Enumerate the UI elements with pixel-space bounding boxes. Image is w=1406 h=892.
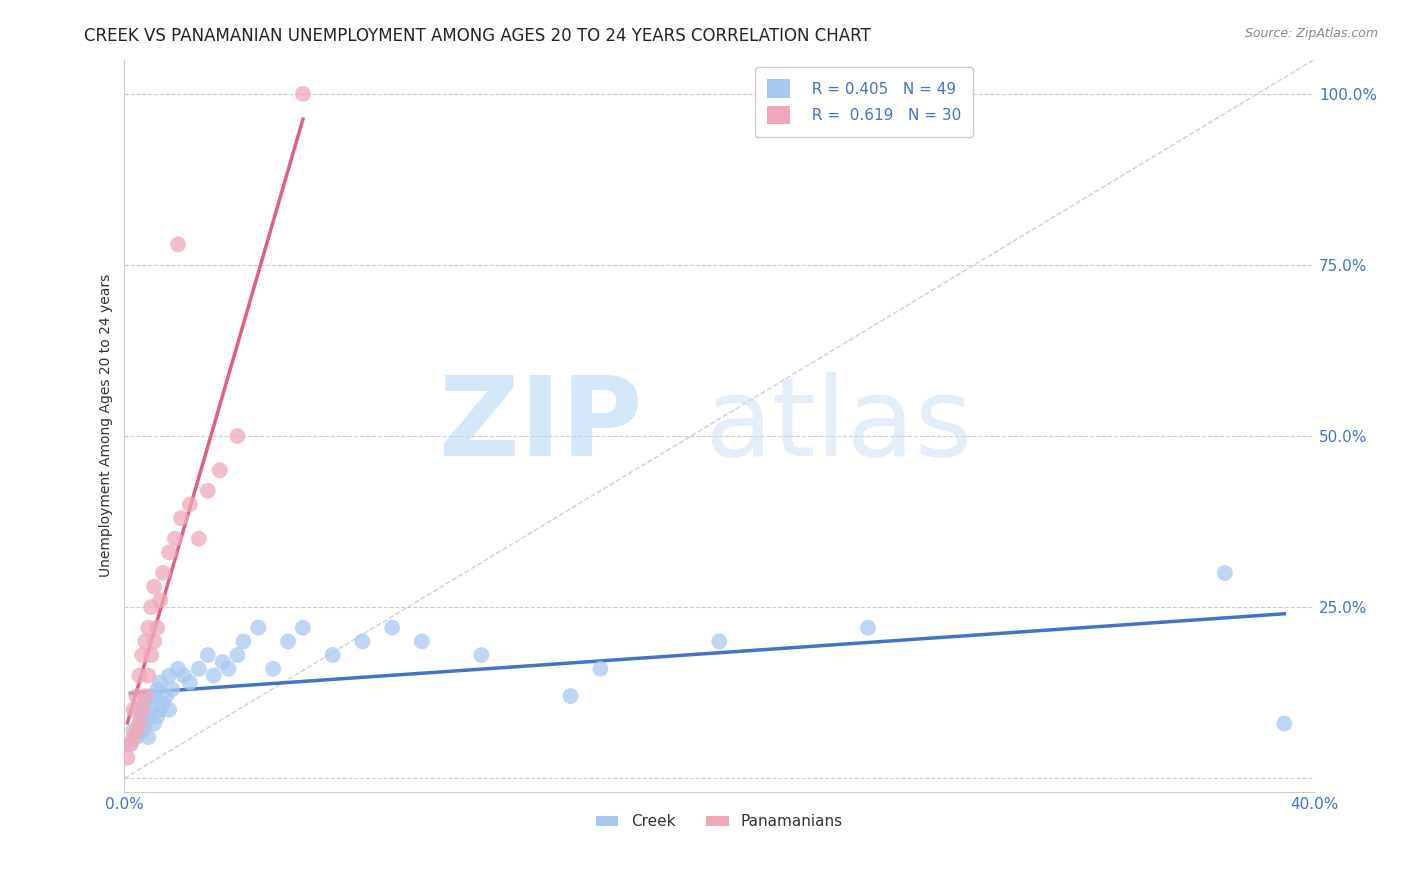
Point: [247, 621, 270, 635]
Point: [218, 662, 240, 676]
Point: [411, 634, 433, 648]
Point: [128, 668, 150, 682]
Point: [134, 634, 156, 648]
Point: [262, 662, 284, 676]
Point: [381, 621, 404, 635]
Point: [143, 716, 166, 731]
Point: [232, 634, 254, 648]
Point: [1213, 566, 1236, 580]
Point: [146, 621, 169, 635]
Point: [187, 532, 209, 546]
Point: [146, 682, 169, 697]
Point: [856, 621, 879, 635]
Point: [146, 709, 169, 723]
Point: [136, 621, 159, 635]
Point: [277, 634, 299, 648]
Point: [149, 593, 172, 607]
Point: [167, 662, 190, 676]
Point: [179, 675, 201, 690]
Point: [160, 682, 183, 697]
Point: [291, 87, 314, 101]
Point: [122, 723, 145, 738]
Point: [131, 703, 153, 717]
Point: [211, 655, 233, 669]
Point: [131, 723, 153, 738]
Point: [226, 429, 249, 443]
Point: [157, 668, 180, 682]
Point: [143, 634, 166, 648]
Point: [134, 696, 156, 710]
Point: [125, 730, 148, 744]
Point: [125, 723, 148, 738]
Point: [117, 750, 139, 764]
Point: [131, 648, 153, 662]
Point: [157, 703, 180, 717]
Point: [136, 709, 159, 723]
Point: [131, 709, 153, 723]
Point: [470, 648, 492, 662]
Point: [136, 668, 159, 682]
Point: [163, 532, 186, 546]
Point: [128, 703, 150, 717]
Point: [136, 730, 159, 744]
Point: [152, 696, 174, 710]
Y-axis label: Unemployment Among Ages 20 to 24 years: Unemployment Among Ages 20 to 24 years: [100, 274, 114, 577]
Point: [120, 737, 142, 751]
Point: [1272, 716, 1295, 731]
Point: [709, 634, 731, 648]
Point: [134, 716, 156, 731]
Text: CREEK VS PANAMANIAN UNEMPLOYMENT AMONG AGES 20 TO 24 YEARS CORRELATION CHART: CREEK VS PANAMANIAN UNEMPLOYMENT AMONG A…: [84, 27, 872, 45]
Point: [322, 648, 344, 662]
Point: [167, 237, 190, 252]
Point: [122, 703, 145, 717]
Text: atlas: atlas: [704, 372, 973, 479]
Point: [122, 730, 145, 744]
Point: [134, 689, 156, 703]
Point: [155, 689, 177, 703]
Point: [143, 580, 166, 594]
Point: [226, 648, 249, 662]
Point: [560, 689, 582, 703]
Point: [197, 483, 219, 498]
Point: [157, 545, 180, 559]
Point: [208, 463, 231, 477]
Point: [173, 668, 195, 682]
Point: [291, 621, 314, 635]
Point: [141, 703, 163, 717]
Point: [141, 600, 163, 615]
Point: [152, 566, 174, 580]
Point: [125, 689, 148, 703]
Point: [143, 689, 166, 703]
Point: [141, 648, 163, 662]
Legend: Creek, Panamanians: Creek, Panamanians: [589, 808, 849, 836]
Point: [149, 675, 172, 690]
Point: [352, 634, 374, 648]
Point: [141, 689, 163, 703]
Point: [179, 498, 201, 512]
Point: [187, 662, 209, 676]
Point: [197, 648, 219, 662]
Point: [589, 662, 612, 676]
Text: ZIP: ZIP: [439, 372, 643, 479]
Point: [202, 668, 225, 682]
Point: [120, 737, 142, 751]
Point: [170, 511, 193, 525]
Point: [128, 716, 150, 731]
Point: [149, 703, 172, 717]
Text: Source: ZipAtlas.com: Source: ZipAtlas.com: [1244, 27, 1378, 40]
Point: [128, 716, 150, 731]
